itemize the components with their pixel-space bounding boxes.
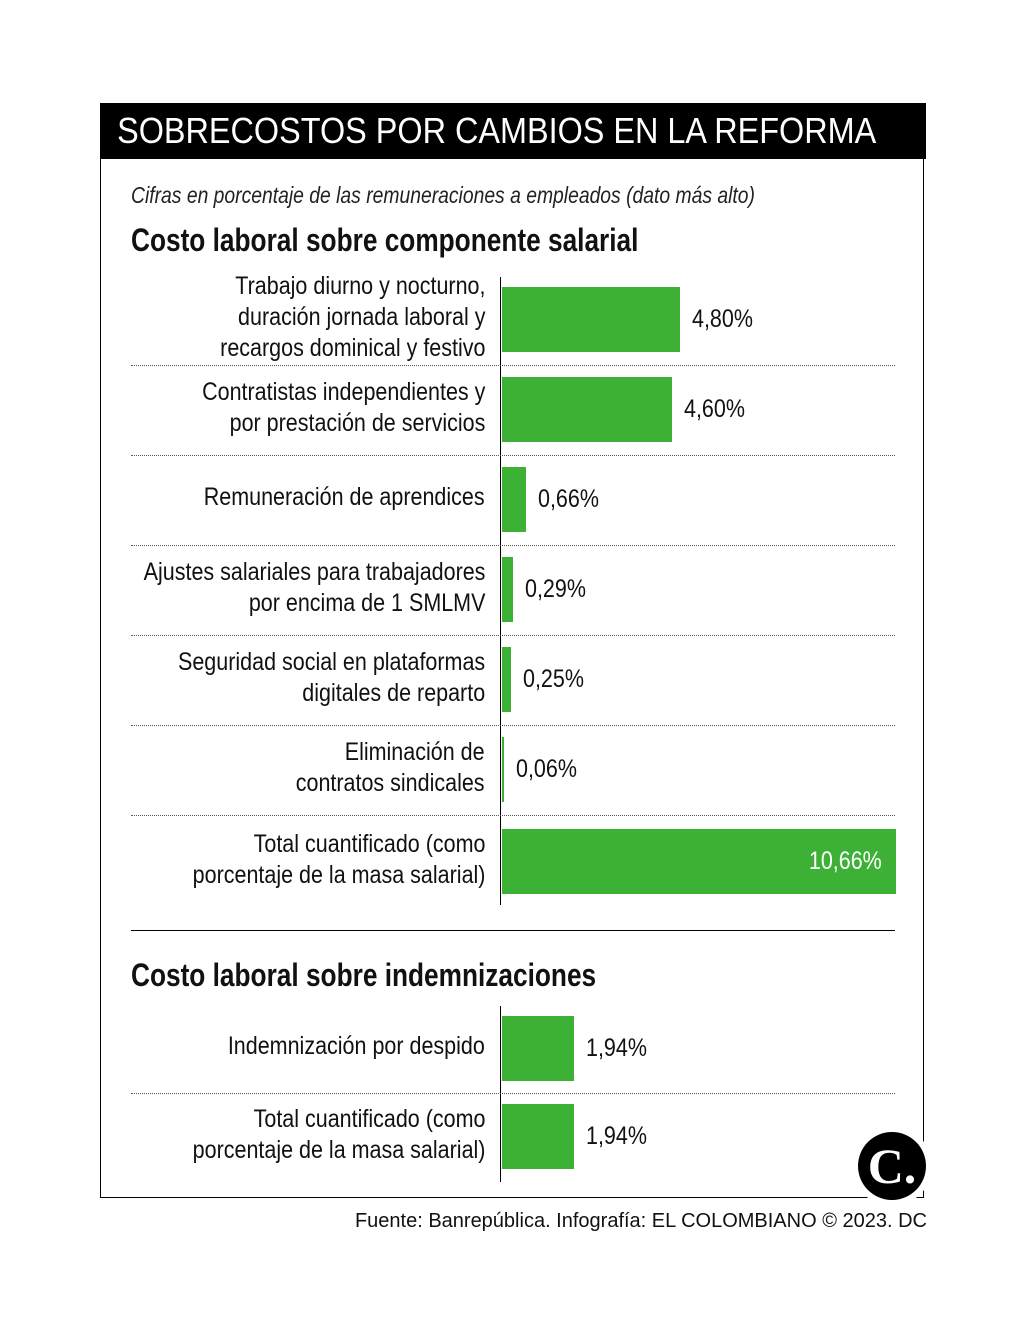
value-label: 0,25% xyxy=(523,664,585,693)
logo-mark: C. xyxy=(858,1132,926,1200)
bar xyxy=(502,557,513,622)
category-label: Total cuantificado (como porcentaje de l… xyxy=(192,829,485,889)
bar xyxy=(502,1016,574,1081)
category-label: Total cuantificado (como porcentaje de l… xyxy=(192,1104,485,1164)
row-separator xyxy=(131,1093,895,1094)
row-separator xyxy=(131,365,895,366)
row-separator xyxy=(131,545,895,546)
source-credit: Fuente: Banrepública. Infografía: EL COL… xyxy=(354,1210,927,1232)
category-label: Ajustes salariales para trabajadores por… xyxy=(143,557,485,617)
bar xyxy=(502,377,673,442)
value-label: 1,94% xyxy=(585,1033,647,1062)
section-divider xyxy=(131,930,895,931)
section-title-salarial: Costo laboral sobre componente salarial xyxy=(131,222,639,258)
el-colombiano-logo: C. xyxy=(852,1126,932,1206)
subtitle: Cifras en porcentaje de las remuneracion… xyxy=(131,182,755,208)
axis-line xyxy=(500,1006,501,1182)
value-label: 0,29% xyxy=(524,574,586,603)
bar xyxy=(502,287,680,352)
bar xyxy=(502,467,527,532)
section-title-indemnizaciones: Costo laboral sobre indemnizaciones xyxy=(131,957,597,993)
value-label: 10,66% xyxy=(809,846,882,875)
bar xyxy=(502,1104,574,1169)
value-label: 0,66% xyxy=(538,484,600,513)
category-label: Trabajo diurno y nocturno, duración jorn… xyxy=(219,272,485,362)
category-label: Contratistas independientes y por presta… xyxy=(201,377,485,437)
header: SOBRECOSTOS POR CAMBIOS EN LA REFORMA xyxy=(100,103,926,159)
bar xyxy=(502,737,505,802)
value-label: 4,80% xyxy=(691,304,753,333)
title: SOBRECOSTOS POR CAMBIOS EN LA REFORMA xyxy=(117,110,877,151)
category-label: Remuneración de aprendices xyxy=(204,483,485,511)
row-separator xyxy=(131,725,895,726)
value-label: 4,60% xyxy=(684,394,746,423)
row-separator xyxy=(131,455,895,456)
row-separator xyxy=(131,815,895,816)
category-label: Eliminación de contratos sindicales xyxy=(296,737,485,797)
bar xyxy=(502,647,512,712)
category-label: Indemnización por despido xyxy=(228,1032,485,1060)
axis-line xyxy=(500,277,501,905)
value-label: 0,06% xyxy=(516,754,578,783)
category-label: Seguridad social en plataformas digitale… xyxy=(177,647,485,707)
row-separator xyxy=(131,635,895,636)
bar xyxy=(502,829,897,894)
value-label: 1,94% xyxy=(585,1121,647,1150)
